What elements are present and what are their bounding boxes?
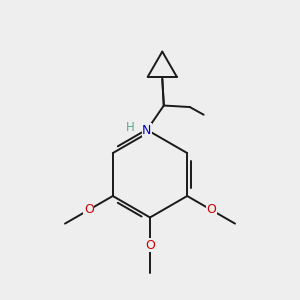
Text: O: O xyxy=(84,203,94,216)
Text: O: O xyxy=(206,203,216,216)
Text: N: N xyxy=(142,124,152,136)
Text: H: H xyxy=(126,121,134,134)
Text: O: O xyxy=(145,238,155,252)
